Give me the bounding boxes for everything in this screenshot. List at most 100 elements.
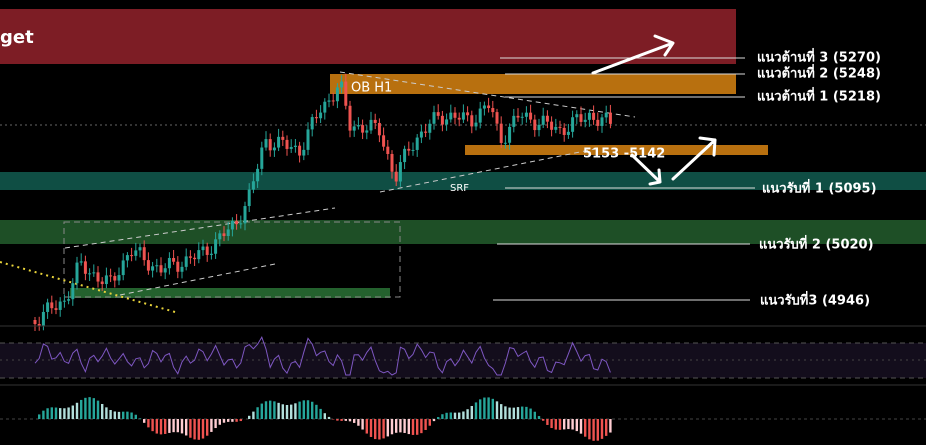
candle [583, 119, 587, 122]
histogram-bar [248, 415, 251, 419]
histogram-bar [67, 407, 70, 419]
candle [398, 162, 402, 182]
srf-label: SRF [450, 183, 469, 194]
candle [310, 117, 314, 130]
candle [146, 260, 150, 271]
candle [79, 261, 83, 263]
candle [529, 112, 533, 120]
demand-label: 5153 -5142 [583, 147, 665, 162]
candle [352, 126, 356, 131]
histogram-bar [168, 419, 171, 433]
candle [424, 131, 428, 133]
candle [558, 126, 562, 128]
candle [167, 257, 171, 269]
histogram-bar [285, 404, 289, 419]
histogram-bar [42, 410, 45, 419]
histogram-bar [59, 408, 62, 419]
histogram-bar [361, 419, 364, 430]
candle [138, 247, 142, 251]
candle [348, 105, 352, 131]
candle [499, 123, 503, 143]
candle [596, 119, 600, 126]
histogram-bar [500, 404, 503, 419]
histogram-bar [46, 408, 49, 419]
range-box [63, 221, 401, 298]
candle [92, 272, 96, 274]
ob-label: OB H1 [351, 81, 392, 96]
candle [180, 266, 184, 272]
candle [440, 115, 444, 125]
histogram-bar [290, 404, 293, 419]
histogram-bar [348, 419, 352, 422]
histogram-bar [298, 401, 301, 419]
histogram-bar [537, 416, 541, 419]
candle [239, 223, 243, 225]
histogram-bar [214, 419, 217, 429]
candle [205, 246, 209, 255]
candle [151, 266, 155, 271]
candle [209, 253, 213, 255]
candle [394, 171, 398, 182]
histogram-bar [260, 403, 263, 419]
histogram-bar [311, 401, 314, 419]
histogram-bar [487, 397, 490, 419]
candle [436, 112, 440, 116]
candle [134, 250, 138, 256]
candle [373, 119, 377, 123]
candle [478, 108, 482, 123]
candle [533, 119, 537, 131]
histogram-bar [395, 419, 398, 433]
histogram-bar [533, 411, 536, 419]
histogram-bar [180, 419, 184, 434]
histogram-bar [453, 412, 457, 419]
histogram-bar [441, 414, 444, 419]
candle [537, 124, 541, 131]
candle [575, 114, 579, 118]
candle [604, 112, 608, 118]
histogram-bar [319, 408, 322, 419]
histogram-bar [315, 404, 318, 419]
histogram-bar [399, 419, 402, 433]
candle [285, 139, 289, 149]
histogram-bar [164, 419, 167, 434]
candle [571, 117, 575, 132]
candle [587, 112, 591, 120]
candle [281, 136, 285, 140]
candle [193, 257, 197, 260]
candle [293, 145, 297, 148]
histogram-bar [151, 419, 154, 432]
candle [541, 115, 545, 125]
histogram-bar [130, 412, 133, 419]
candle [75, 262, 79, 284]
histogram-bar [491, 398, 494, 419]
histogram-bar [579, 419, 583, 434]
candle [130, 255, 134, 257]
histogram-bar [365, 419, 368, 434]
candle [407, 148, 411, 151]
candle [54, 308, 58, 310]
candle [487, 105, 491, 109]
candle [100, 281, 104, 285]
histogram-bar [147, 419, 150, 428]
candle [188, 256, 192, 258]
histogram-bar [424, 419, 427, 430]
target-banner [0, 9, 736, 64]
candle [520, 116, 524, 118]
histogram-bar [504, 406, 507, 419]
histogram-bar [336, 419, 339, 421]
candle [218, 233, 222, 240]
histogram-bar [516, 407, 520, 419]
histogram-bar [134, 414, 137, 419]
histogram-bar [264, 401, 268, 419]
arrows [591, 34, 717, 186]
candle [474, 122, 478, 127]
histogram-bar [50, 407, 53, 419]
candle [449, 112, 453, 120]
histogram-bar [416, 419, 419, 435]
histogram-bar [554, 419, 557, 430]
histogram-bar [369, 419, 373, 437]
histogram-bar [609, 419, 612, 433]
candle [457, 117, 461, 120]
macd-histogram [38, 397, 612, 441]
